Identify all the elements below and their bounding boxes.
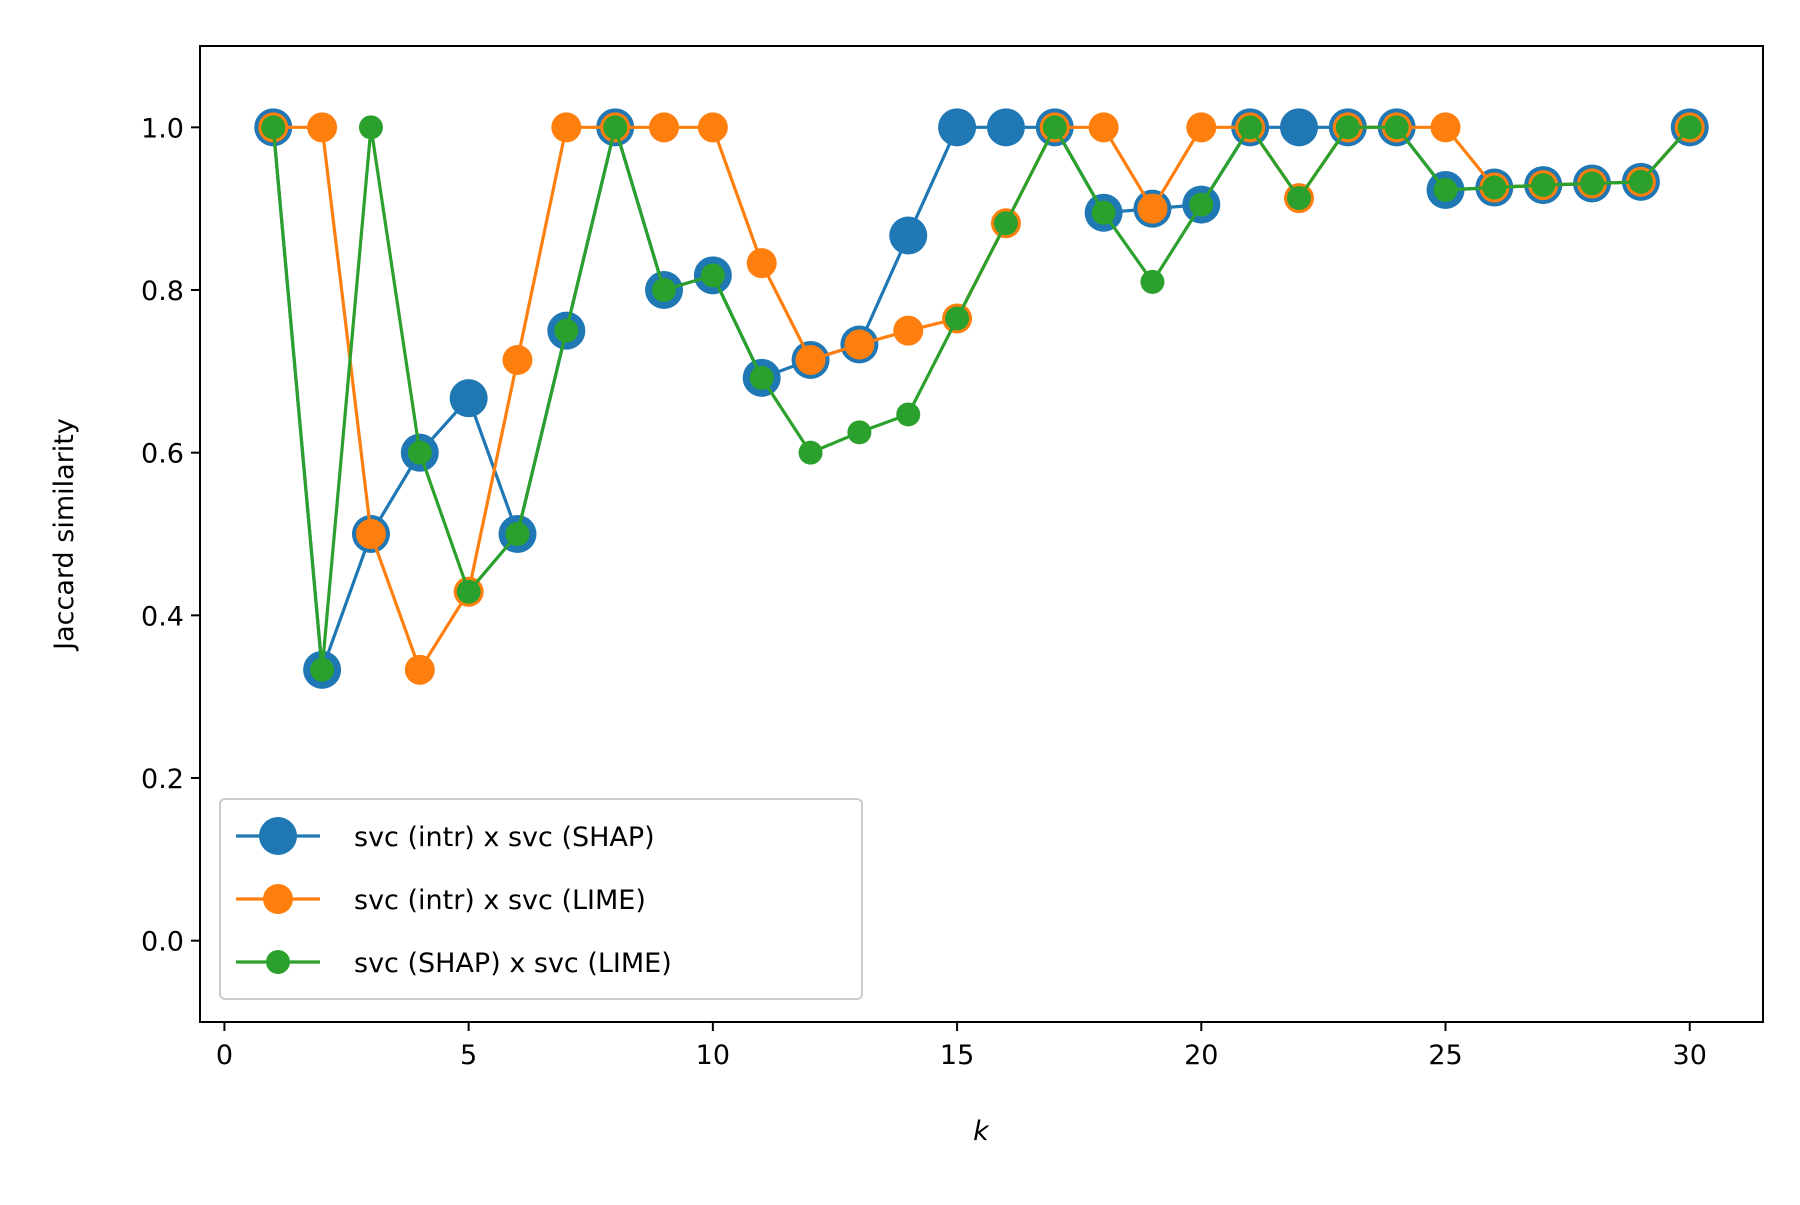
x-tick-label: 25 [1428, 1040, 1462, 1071]
data-point [407, 440, 432, 465]
data-point [1482, 175, 1507, 200]
data-point [1677, 115, 1702, 140]
y-tick-label: 0.0 [141, 927, 184, 958]
data-point [945, 306, 970, 331]
y-tick-label: 0.4 [141, 601, 184, 632]
x-tick-label: 10 [696, 1040, 730, 1071]
x-tick-label: 0 [216, 1040, 233, 1071]
legend-marker [259, 817, 297, 855]
data-point [310, 657, 335, 682]
data-point [993, 211, 1018, 236]
data-point [1186, 112, 1217, 143]
data-point [700, 263, 725, 288]
data-point [1286, 186, 1311, 211]
legend-marker [263, 884, 293, 914]
x-axis: 0 5 10 15 20 25 30 [216, 1022, 1707, 1071]
data-point [261, 115, 286, 140]
legend-box [219, 798, 863, 1000]
x-tick-label: 15 [940, 1040, 974, 1071]
data-point [404, 654, 435, 685]
y-tick-label: 0.6 [141, 439, 184, 470]
x-tick-label: 30 [1673, 1040, 1707, 1071]
y-axis: 0.0 0.2 0.4 0.6 0.8 1.0 [141, 113, 200, 958]
data-point [889, 216, 928, 255]
series-layer [254, 108, 1709, 689]
data-point [307, 112, 338, 143]
x-tick-label: 5 [460, 1040, 477, 1071]
y-tick-label: 0.2 [141, 764, 184, 795]
x-axis-label: k [973, 1116, 990, 1147]
legend: svc (intr) x svc (SHAP) svc (intr) x svc … [219, 798, 863, 1000]
y-tick-label: 1.0 [141, 113, 184, 144]
data-point [893, 315, 924, 346]
data-point [746, 248, 777, 279]
y-axis-label: Jaccard similarity [49, 418, 80, 652]
data-point [649, 112, 680, 143]
data-point [1088, 112, 1119, 143]
data-point [749, 365, 774, 390]
series-3 [261, 115, 1702, 682]
legend-label: svc (intr) x svc (SHAP) [354, 822, 655, 853]
data-point [358, 115, 383, 140]
data-point [554, 318, 579, 343]
data-point [1042, 115, 1067, 140]
data-point [1384, 115, 1409, 140]
data-point [1189, 192, 1214, 217]
legend-marker [266, 950, 290, 974]
data-point [847, 420, 872, 445]
data-point [603, 115, 628, 140]
data-point [938, 108, 977, 147]
data-point [1628, 169, 1653, 194]
data-point [505, 522, 530, 546]
data-point [355, 519, 386, 549]
data-point [652, 278, 677, 302]
data-point [896, 402, 921, 427]
data-point [986, 108, 1025, 147]
data-point [1279, 108, 1318, 147]
data-point [449, 379, 488, 418]
data-point [697, 112, 728, 143]
legend-item: svc (SHAP) x svc (LIME) [236, 948, 672, 979]
data-point [1531, 173, 1556, 198]
data-point [844, 329, 875, 360]
data-point [456, 579, 481, 604]
data-point [1430, 112, 1461, 143]
x-tick-label: 20 [1184, 1040, 1218, 1071]
legend-label: svc (SHAP) x svc (LIME) [354, 948, 672, 979]
data-point [502, 344, 533, 375]
data-point [1580, 171, 1605, 196]
data-point [1091, 200, 1116, 225]
legend-label: svc (intr) x svc (LIME) [354, 885, 646, 916]
data-point [1335, 115, 1360, 140]
legend-item: svc (intr) x svc (SHAP) [236, 817, 655, 855]
data-point [1140, 269, 1165, 294]
legend-item: svc (intr) x svc (LIME) [236, 884, 646, 916]
data-point [795, 344, 826, 375]
y-tick-label: 0.8 [141, 276, 184, 307]
data-point [798, 440, 823, 465]
data-point [1238, 115, 1263, 140]
data-point [551, 112, 582, 143]
data-point [1433, 177, 1458, 202]
data-point [1137, 193, 1168, 224]
